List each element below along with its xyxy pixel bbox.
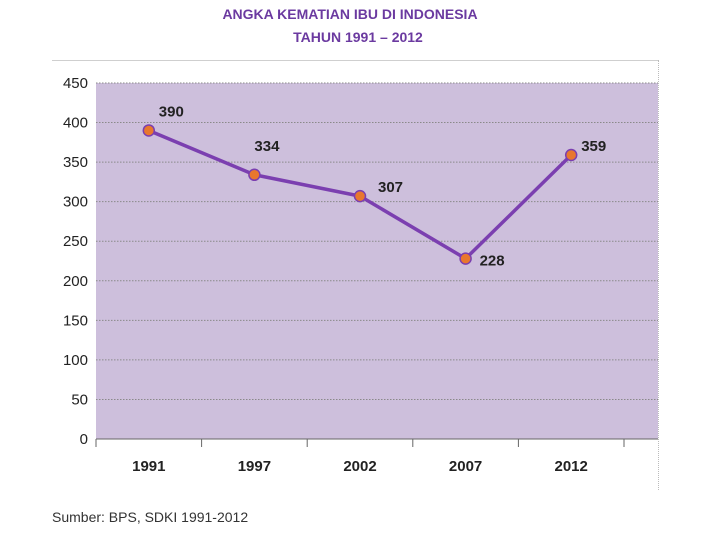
x-tick-label: 1997 <box>238 458 271 475</box>
x-tick-label: 1991 <box>132 458 165 475</box>
data-label: 390 <box>159 103 184 120</box>
y-tick-label: 50 <box>71 391 88 408</box>
x-tick-label: 2007 <box>449 458 482 475</box>
y-tick-label: 250 <box>63 233 88 250</box>
y-tick-label: 150 <box>63 312 88 329</box>
data-point <box>248 168 261 182</box>
y-tick-label: 400 <box>63 115 88 132</box>
chart-title: ANGKA KEMATIAN IBU DI INDONESIA <box>222 6 478 22</box>
x-tick-label: 2002 <box>343 458 376 475</box>
data-point <box>353 189 367 203</box>
data-label: 334 <box>254 138 280 155</box>
y-tick-label: 350 <box>63 154 88 171</box>
data-label: 307 <box>378 179 403 196</box>
data-point <box>459 252 472 265</box>
y-tick-label: 300 <box>63 194 88 211</box>
data-label: 228 <box>480 253 505 270</box>
x-tick-label: 2012 <box>555 458 588 475</box>
data-point <box>142 124 156 137</box>
y-tick-label: 0 <box>80 431 88 448</box>
right-edge-strip <box>658 60 720 490</box>
y-tick-label: 200 <box>63 273 88 290</box>
data-label: 359 <box>581 138 606 155</box>
source-note: Sumber: BPS, SDKI 1991-2012 <box>52 509 249 525</box>
plot-area <box>96 83 658 439</box>
y-tick-label: 100 <box>63 352 88 369</box>
data-point <box>564 148 578 162</box>
y-tick-label: 450 <box>63 75 88 92</box>
chart-subtitle: TAHUN 1991 – 2012 <box>293 29 423 45</box>
